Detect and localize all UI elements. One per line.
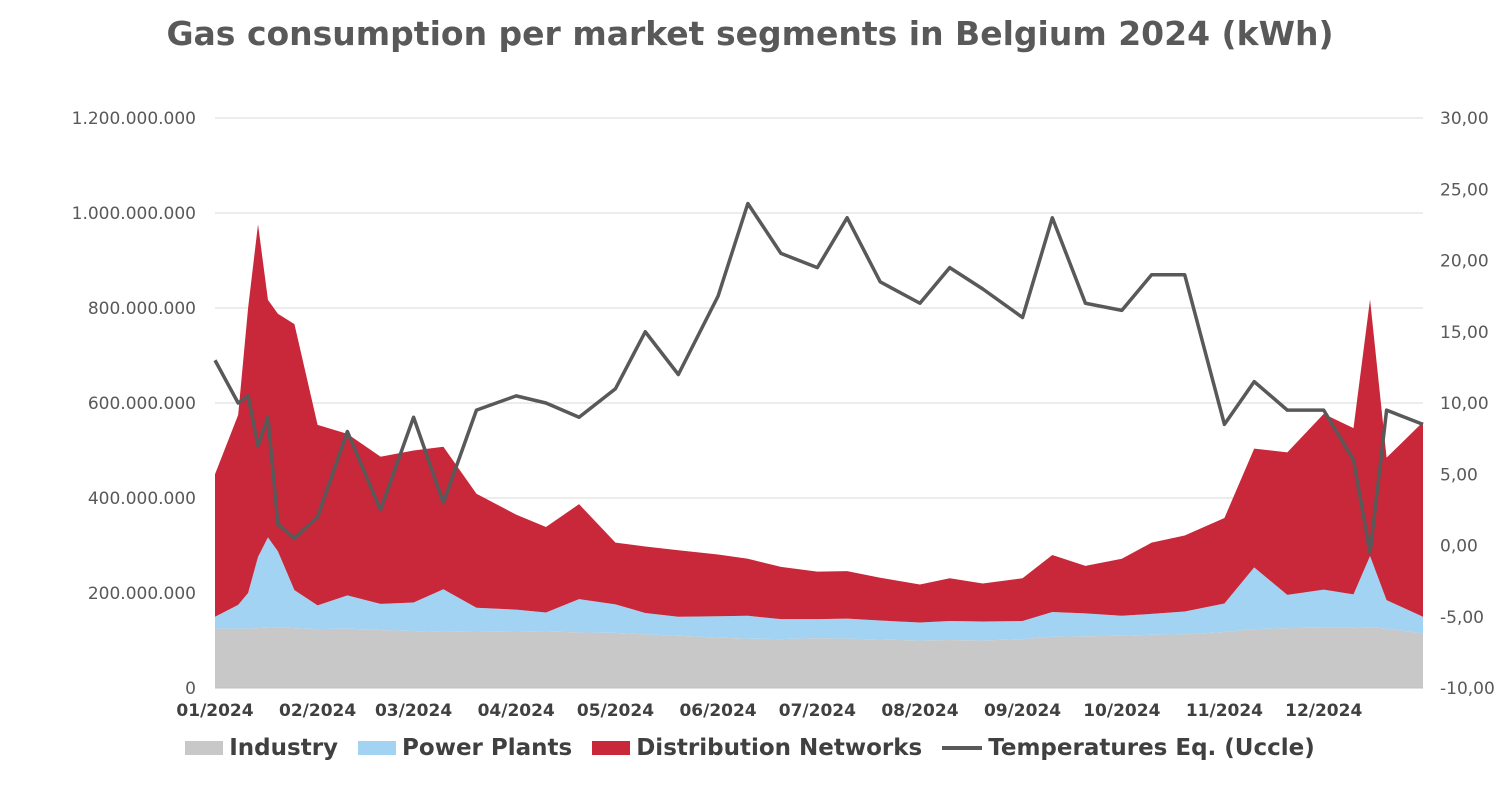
y-left-tick-label: 1.000.000.000 <box>72 204 196 224</box>
legend-label-temperatures: Temperatures Eq. (Uccle) <box>988 735 1315 761</box>
area-series-distribution-networks <box>215 224 1423 623</box>
legend-label-power-plants: Power Plants <box>402 735 573 761</box>
legend-item-power-plants: Power Plants <box>358 735 572 761</box>
x-tick-label: 09/2024 <box>984 701 1061 721</box>
y-left-tick-label: 400.000.000 <box>88 489 196 509</box>
y-right-tick-label: -10,00 <box>1440 679 1495 699</box>
legend-item-industry: Industry <box>185 735 338 761</box>
x-tick-label: 06/2024 <box>679 701 756 721</box>
x-tick-label: 08/2024 <box>881 701 958 721</box>
legend-item-temperatures: Temperatures Eq. (Uccle) <box>942 735 1315 761</box>
legend-label-distribution-networks: Distribution Networks <box>636 735 923 761</box>
y-right-tick-label: 25,00 <box>1440 180 1489 200</box>
area-series-power-plants <box>215 537 1423 641</box>
y-left-tick-label: 200.000.000 <box>88 584 196 604</box>
legend: Industry Power Plants Distribution Netwo… <box>0 735 1500 761</box>
legend-item-distribution-networks: Distribution Networks <box>592 735 922 761</box>
x-tick-label: 05/2024 <box>577 701 654 721</box>
x-tick-label: 11/2024 <box>1186 701 1263 721</box>
legend-label-industry: Industry <box>229 735 339 761</box>
y-right-tick-label: 20,00 <box>1440 252 1489 272</box>
line-series-temperatures <box>213 201 1424 555</box>
x-tick-label: 04/2024 <box>478 701 555 721</box>
legend-swatch-industry <box>185 741 224 755</box>
x-tick-label: 03/2024 <box>375 701 452 721</box>
x-tick-label: 01/2024 <box>176 701 253 721</box>
y-left-tick-label: 0 <box>185 679 196 699</box>
y-left-tick-label: 600.000.000 <box>88 394 196 414</box>
x-tick-label: 02/2024 <box>279 701 356 721</box>
y-left-tick-label: 1.200.000.000 <box>72 109 196 129</box>
area-series-industry <box>215 627 1423 688</box>
x-tick-label: 12/2024 <box>1285 701 1362 721</box>
y-right-tick-label: 0,00 <box>1440 537 1478 557</box>
y-right-tick-label: 15,00 <box>1440 323 1489 343</box>
legend-swatch-temperatures <box>942 746 983 750</box>
chart-title: Gas consumption per market segments in B… <box>166 14 1334 53</box>
y-right-tick-label: 10,00 <box>1440 394 1489 414</box>
y-right-tick-label: -5,00 <box>1440 608 1484 628</box>
y-right-tick-label: 30,00 <box>1440 109 1489 129</box>
legend-swatch-power-plants <box>358 741 397 755</box>
x-tick-label: 07/2024 <box>779 701 856 721</box>
y-right-tick-label: 5,00 <box>1440 465 1478 485</box>
y-left-tick-label: 800.000.000 <box>88 299 196 319</box>
x-tick-label: 10/2024 <box>1083 701 1160 721</box>
legend-swatch-distribution-networks <box>592 741 631 755</box>
